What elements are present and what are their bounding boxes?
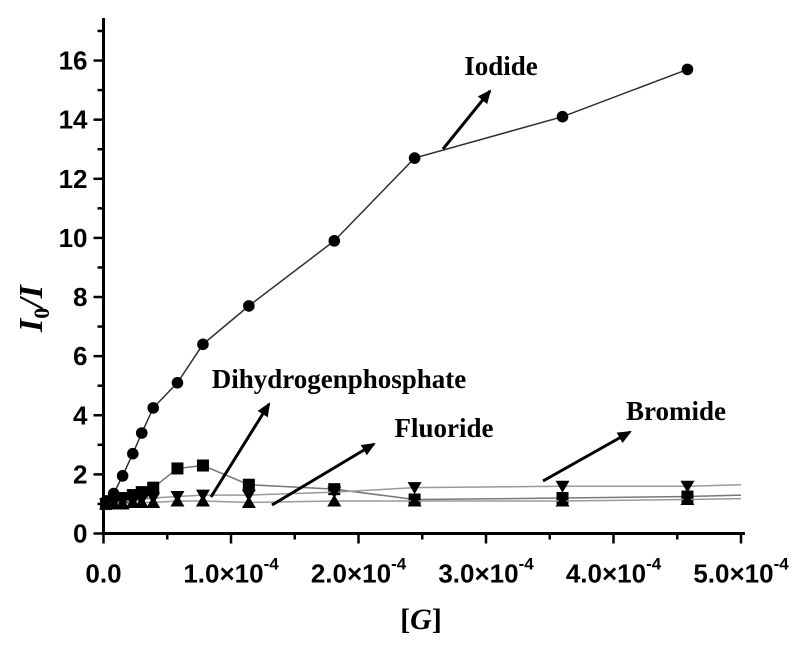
y-tick-label: 6: [73, 341, 87, 371]
bromide-marker: [327, 486, 342, 499]
iodide-marker: [328, 235, 341, 247]
bromide-marker: [241, 489, 256, 502]
iodide-marker: [171, 376, 184, 389]
fluoride-marker: [327, 494, 342, 507]
bromide-marker: [555, 480, 570, 493]
dihydrogenphosphate-series: [100, 459, 742, 510]
dihydrogenphosphate-marker: [147, 481, 160, 494]
bromide-marker: [195, 489, 210, 502]
dihydrogenphosphate-marker: [242, 478, 255, 491]
x-tick-label: 1.0×10-4: [183, 555, 279, 589]
dihydrogenphosphate-label: Dihydrogenphosphate: [212, 364, 467, 394]
y-tick-label: 12: [59, 164, 88, 194]
iodide-marker: [135, 427, 148, 439]
bromide-marker: [680, 480, 695, 493]
bromide-series: [99, 480, 742, 511]
iodide-marker: [116, 470, 129, 482]
data-series: [99, 63, 742, 511]
iodide-marker: [243, 300, 255, 312]
y-tick-label: 16: [59, 46, 88, 76]
dihydrogenphosphate-arrow: [209, 402, 271, 498]
fluoride-marker: [555, 494, 570, 507]
fluoride-marker: [241, 495, 256, 508]
iodide-marker: [556, 110, 569, 123]
y-tick-label: 2: [73, 459, 87, 489]
bromide-marker: [115, 495, 130, 508]
fluoride-marker: [407, 494, 422, 507]
y-tick-label: 4: [73, 400, 88, 430]
y-tick-label: 0: [73, 519, 87, 549]
iodide-marker: [147, 402, 160, 414]
dihydrogenphosphate-marker: [171, 462, 184, 475]
x-tick-label: 5.0×10-4: [693, 555, 789, 589]
tick-labels: 0 2 4 6 8 10 12 14 16 0.0 1.0×10-4 2.0×10-4 3.0×10-4…: [59, 46, 790, 589]
x-tick-label: 0.0: [85, 559, 121, 589]
bromide-label: Bromide: [626, 396, 726, 426]
bromide-marker: [146, 492, 161, 505]
bromide-marker: [170, 491, 185, 504]
iodide-marker: [408, 152, 421, 164]
x-axis-title: [G]: [400, 603, 442, 636]
fluoride-marker: [680, 493, 695, 506]
iodide-label: Iodide: [464, 51, 538, 81]
bromide-marker: [134, 494, 149, 507]
x-tick-label: 2.0×10-4: [311, 555, 407, 589]
bromide-arrow: [542, 430, 632, 483]
iodide-marker: [127, 447, 139, 460]
fluoride-label: Fluoride: [395, 413, 494, 443]
bromide-marker: [125, 495, 140, 508]
y-tick-label: 14: [59, 105, 88, 135]
y-tick-label: 10: [59, 223, 88, 253]
y-axis-title: I0/I: [13, 283, 54, 333]
iodide-marker: [681, 63, 694, 76]
x-tick-label: 4.0×10-4: [566, 555, 662, 589]
bromide-marker: [407, 482, 422, 495]
x-tick-label: 3.0×10-4: [438, 555, 534, 589]
fluoride-arrow: [271, 442, 376, 507]
axes: [93, 18, 745, 544]
series-annotations: Iodide Dihydrogenphosphate Fluoride Bromide: [209, 51, 726, 507]
dihydrogenphosphate-marker: [196, 459, 209, 472]
axis-titles: I0/I [G]: [13, 283, 442, 636]
bromide-marker: [106, 496, 121, 509]
iodide-marker: [197, 338, 209, 351]
iodide-arrow: [441, 89, 492, 150]
y-tick-label: 8: [73, 282, 87, 312]
